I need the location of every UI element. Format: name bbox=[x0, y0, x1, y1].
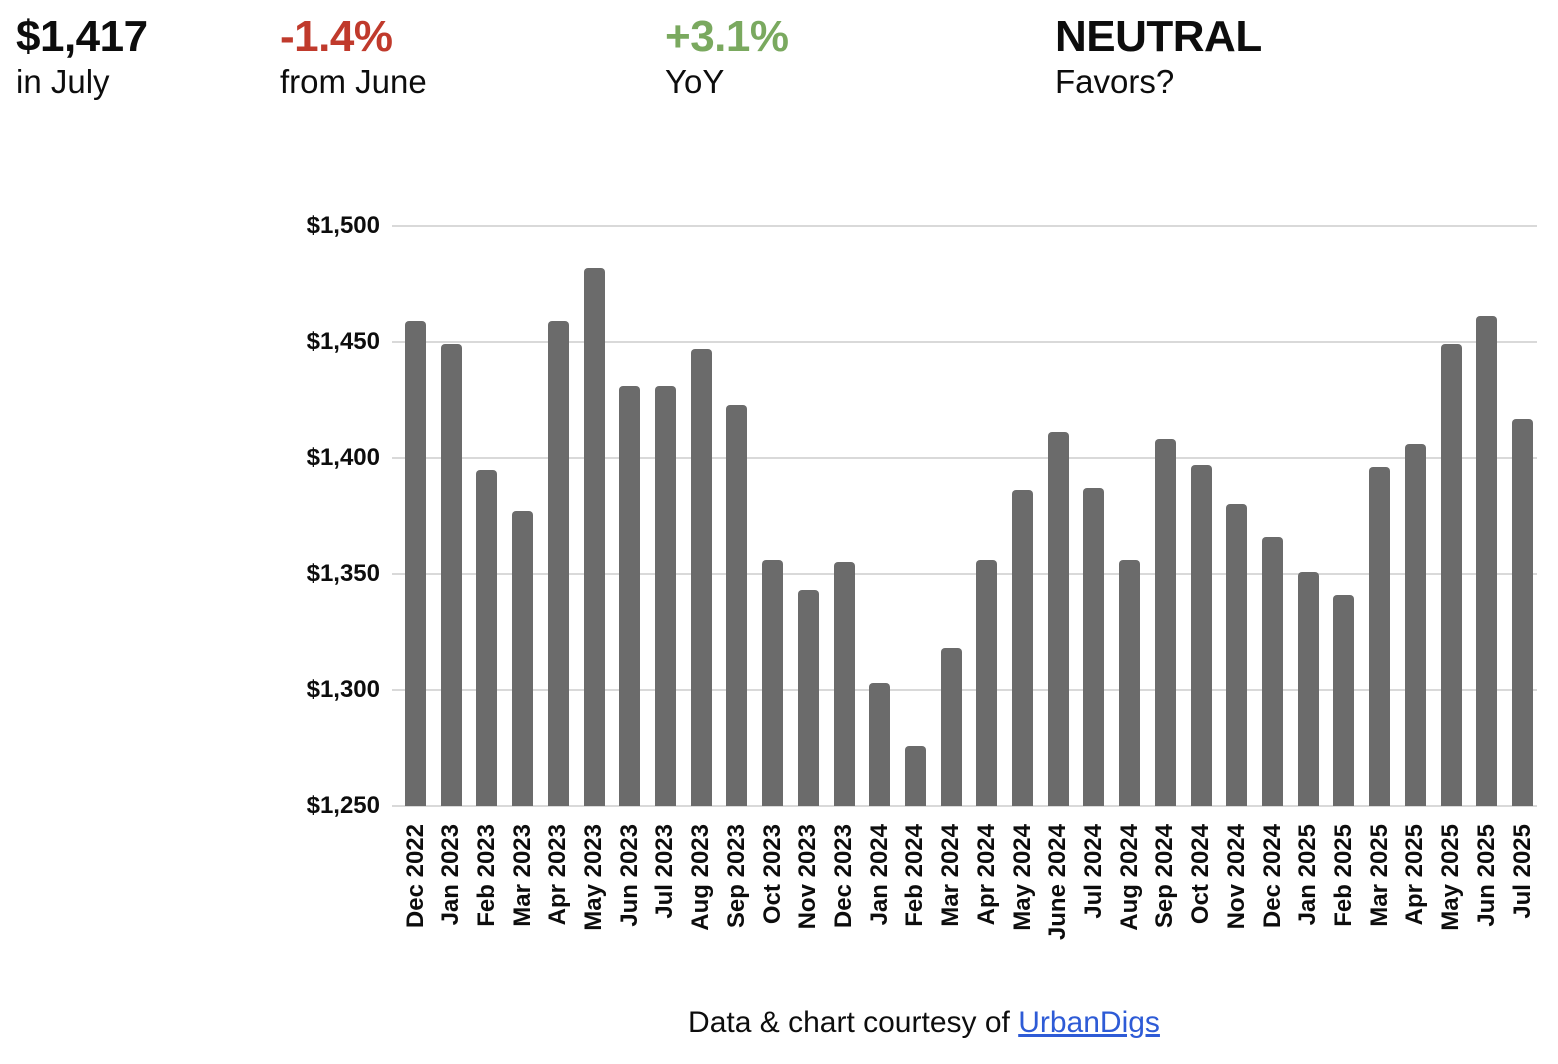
x-axis-tick-label: Dec 2023 bbox=[830, 824, 858, 929]
x-axis-tick-label: Apr 2023 bbox=[544, 824, 572, 926]
urbandigs-link[interactable]: UrbanDigs bbox=[1018, 1006, 1160, 1039]
x-axis-tick-label: Feb 2023 bbox=[472, 824, 500, 927]
x-axis-tick-label: Mar 2023 bbox=[508, 824, 536, 927]
gridline bbox=[392, 457, 1537, 459]
stat-year-over-year-caption: YoY bbox=[665, 63, 725, 100]
gridline bbox=[392, 341, 1537, 343]
bar bbox=[1262, 536, 1284, 806]
stat-market-favors-caption: Favors? bbox=[1055, 63, 1175, 100]
x-axis-tick-label: Jan 2024 bbox=[865, 824, 893, 926]
bar bbox=[547, 321, 569, 806]
bar bbox=[762, 560, 784, 806]
x-axis-tick-label: Dec 2024 bbox=[1258, 824, 1286, 929]
bar bbox=[726, 404, 748, 806]
bar bbox=[833, 562, 855, 806]
x-axis-tick-label: May 2025 bbox=[1437, 824, 1465, 931]
bar bbox=[1512, 418, 1533, 806]
stat-market-favors-value: NEUTRAL bbox=[1055, 12, 1262, 61]
x-axis-tick-label: Sep 2024 bbox=[1151, 824, 1179, 929]
bar bbox=[1012, 490, 1034, 806]
y-axis-tick-label: $1,350 bbox=[306, 560, 380, 587]
x-axis-tick-label: Sep 2023 bbox=[722, 824, 750, 929]
x-axis-tick-label: June 2024 bbox=[1044, 824, 1072, 941]
bar bbox=[654, 386, 676, 806]
y-axis-tick-label: $1,300 bbox=[306, 676, 380, 703]
bar bbox=[940, 648, 962, 806]
x-axis-tick-label: Jan 2023 bbox=[437, 824, 465, 926]
gridline bbox=[392, 573, 1537, 575]
bar bbox=[1047, 432, 1069, 806]
bar bbox=[1476, 316, 1498, 806]
stat-month-over-month: -1.4% from June bbox=[280, 12, 427, 102]
x-axis-tick-label: Oct 2023 bbox=[758, 824, 786, 925]
bar bbox=[869, 683, 891, 806]
x-axis-tick-label: Apr 2025 bbox=[1401, 824, 1429, 926]
x-axis-tick-label: Dec 2022 bbox=[401, 824, 429, 929]
x-axis-tick-label: Jun 2025 bbox=[1472, 824, 1500, 927]
bar bbox=[904, 745, 926, 806]
x-axis-tick-label: May 2023 bbox=[580, 824, 608, 931]
x-axis-tick-label: May 2024 bbox=[1008, 824, 1036, 931]
x-axis-tick-label: Jul 2025 bbox=[1508, 824, 1536, 919]
y-axis-tick-label: $1,400 bbox=[306, 444, 380, 471]
stat-year-over-year: +3.1% YoY bbox=[665, 12, 789, 102]
x-axis-tick-label: Mar 2025 bbox=[1365, 824, 1393, 927]
attribution-text: Data & chart courtesy of bbox=[688, 1006, 1019, 1039]
gridline bbox=[392, 225, 1537, 227]
bar bbox=[976, 560, 998, 806]
bar bbox=[1440, 344, 1462, 806]
bar bbox=[405, 321, 426, 806]
bar bbox=[1297, 571, 1319, 806]
bar bbox=[1190, 464, 1212, 806]
x-axis-tick-label: Feb 2025 bbox=[1329, 824, 1357, 927]
x-axis-tick-label: Apr 2024 bbox=[972, 824, 1000, 926]
bar bbox=[1154, 439, 1176, 806]
y-axis-tick-label: $1,450 bbox=[306, 328, 380, 355]
stat-month-over-month-caption: from June bbox=[280, 63, 427, 100]
x-axis-tick-label: Jul 2023 bbox=[651, 824, 679, 919]
stat-current-value: $1,417 in July bbox=[16, 12, 148, 102]
bar bbox=[583, 267, 605, 806]
bar bbox=[476, 469, 498, 806]
x-axis-tick-label: Mar 2024 bbox=[937, 824, 965, 927]
x-axis-tick-label: Oct 2024 bbox=[1187, 824, 1215, 925]
bar bbox=[797, 590, 819, 806]
gridline bbox=[392, 689, 1537, 691]
bar bbox=[512, 511, 534, 806]
bar bbox=[690, 348, 712, 806]
stat-current-value-caption: in July bbox=[16, 63, 110, 100]
bar bbox=[1369, 467, 1391, 806]
x-axis-tick-label: Aug 2023 bbox=[687, 824, 715, 931]
y-axis-tick-label: $1,500 bbox=[306, 212, 380, 239]
y-axis-tick-label: $1,250 bbox=[306, 792, 380, 819]
x-axis-tick-label: Aug 2024 bbox=[1115, 824, 1143, 931]
gridline bbox=[392, 805, 1537, 807]
x-axis-tick-label: Feb 2024 bbox=[901, 824, 929, 927]
bar bbox=[619, 386, 641, 806]
stat-current-value-number: $1,417 bbox=[16, 12, 148, 61]
bar bbox=[1333, 594, 1355, 806]
x-axis-tick-label: Nov 2024 bbox=[1222, 824, 1250, 930]
stat-market-favors: NEUTRAL Favors? bbox=[1055, 12, 1262, 102]
bar bbox=[1119, 560, 1141, 806]
x-axis-tick-label: Jul 2024 bbox=[1079, 824, 1107, 919]
bar bbox=[1404, 444, 1426, 806]
bar bbox=[1226, 504, 1248, 806]
stat-month-over-month-number: -1.4% bbox=[280, 12, 393, 61]
stat-year-over-year-number: +3.1% bbox=[665, 12, 789, 61]
x-axis-tick-label: Jun 2023 bbox=[615, 824, 643, 927]
x-axis-tick-label: Nov 2023 bbox=[794, 824, 822, 930]
bar bbox=[440, 344, 462, 806]
bar bbox=[1083, 488, 1105, 806]
chart-attribution: Data & chart courtesy of UrbanDigs bbox=[0, 1006, 1558, 1040]
x-axis-tick-label: Jan 2025 bbox=[1294, 824, 1322, 926]
